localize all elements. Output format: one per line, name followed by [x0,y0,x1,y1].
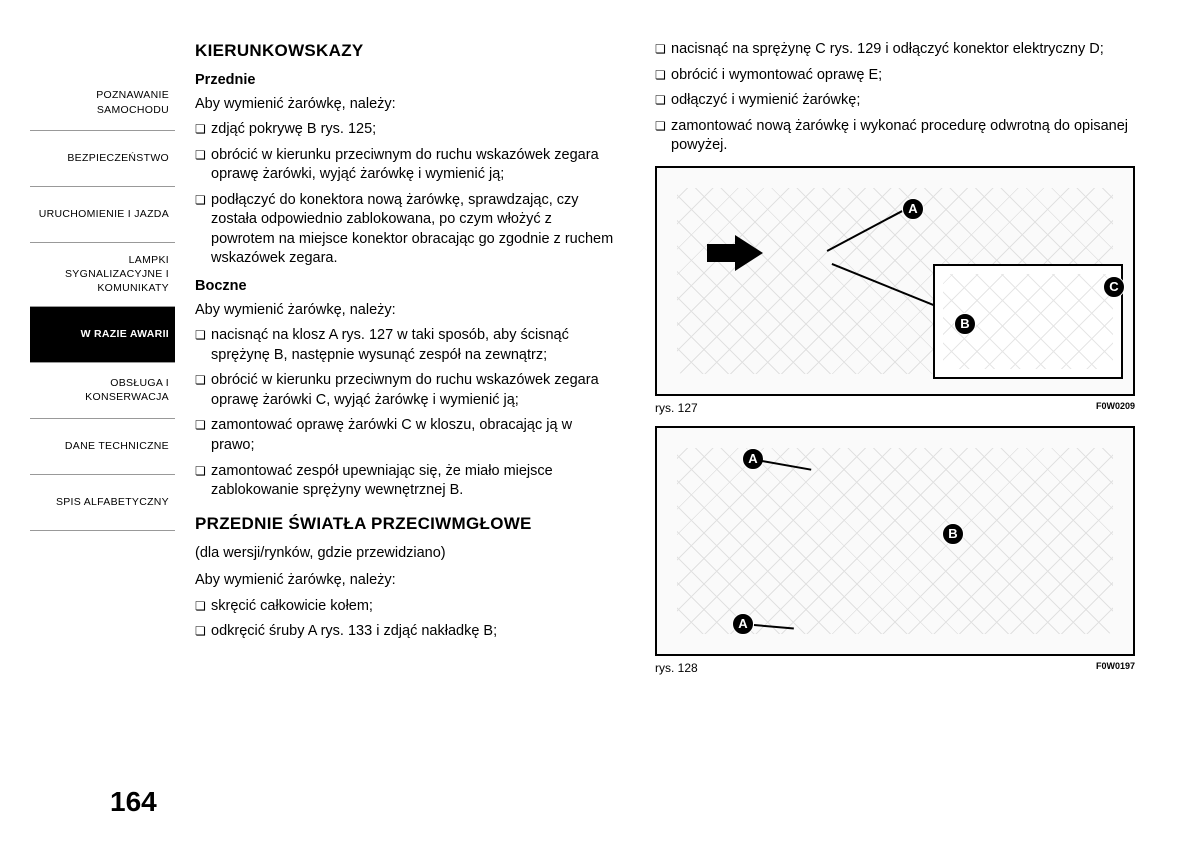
text-przeciwmglowe-sub: (dla wersji/rynków, gdzie przewidziano) [195,544,615,564]
arrow-icon [735,235,763,271]
figure-number: rys. 127 [655,400,698,416]
list-item: odłączyć i wymienić żarówkę; [655,91,1135,111]
figure-caption: rys. 128 F0W0197 [655,660,1135,676]
tab-dane-techniczne[interactable]: DANE TECHNICZNE [30,419,175,475]
figure-number: rys. 128 [655,660,698,676]
column-right: nacisnąć na sprężynę C rys. 129 i odłącz… [655,40,1135,828]
sidebar-nav: POZNAWANIE SAMOCHODU BEZPIECZEŃSTWO URUC… [30,40,175,828]
list-item: zamontować zespół upewniając się, że mia… [195,462,615,501]
diagram-illustration [677,448,1113,634]
figure-code: F0W0197 [1096,660,1135,676]
list-item: skręcić całkowicie kołem; [195,597,615,617]
column-left: KIERUNKOWSKAZY Przednie Aby wymienić żar… [195,40,615,828]
list-item: nacisnąć na klosz A rys. 127 w taki spos… [195,326,615,365]
text-przednie-intro: Aby wymienić żarówkę, należy: [195,95,615,115]
heading-przeciwmglowe: PRZEDNIE ŚWIATŁA PRZECIWMGŁOWE [195,513,615,536]
figure-code: F0W0209 [1096,400,1135,416]
tab-bezpieczenstwo[interactable]: BEZPIECZEŃSTWO [30,131,175,187]
figure-128: A B A [655,426,1135,656]
list-item: podłączyć do konektora nową żarówkę, spr… [195,191,615,269]
list-continuation: nacisnąć na sprężynę C rys. 129 i odłącz… [655,40,1135,156]
heading-kierunkowskazy: KIERUNKOWSKAZY [195,40,615,63]
figure-caption: rys. 127 F0W0209 [655,400,1135,416]
list-przeciwmglowe: skręcić całkowicie kołem; odkręcić śruby… [195,597,615,642]
text-przeciwmglowe-intro: Aby wymienić żarówkę, należy: [195,571,615,591]
tab-uruchomienie[interactable]: URUCHOMIENIE I JAZDA [30,187,175,243]
callout-a: A [732,613,754,635]
figure-127: A B C [655,166,1135,396]
list-item: obrócić w kierunku przeciwnym do ruchu w… [195,371,615,410]
tab-poznawanie[interactable]: POZNAWANIE SAMOCHODU [30,75,175,131]
list-item: zamontować oprawę żarówki C w kloszu, ob… [195,416,615,455]
list-item: obrócić w kierunku przeciwnym do ruchu w… [195,146,615,185]
text-boczne-intro: Aby wymienić żarówkę, należy: [195,301,615,321]
arrow-icon [707,244,737,262]
callout-b: B [954,313,976,335]
list-item: zamontować nową żarówkę i wykonać proced… [655,117,1135,156]
tab-spis[interactable]: SPIS ALFABETYCZNY [30,475,175,531]
tab-lampki[interactable]: LAMPKI SYGNALIZACYJNE I KOMUNIKATY [30,243,175,307]
list-item: nacisnąć na sprężynę C rys. 129 i odłącz… [655,40,1135,60]
page-number: 164 [110,786,157,818]
list-item: zdjąć pokrywę B rys. 125; [195,120,615,140]
callout-a: A [902,198,924,220]
heading-przednie: Przednie [195,71,615,91]
heading-boczne: Boczne [195,277,615,297]
list-przednie: zdjąć pokrywę B rys. 125; obrócić w kier… [195,120,615,269]
list-boczne: nacisnąć na klosz A rys. 127 w taki spos… [195,326,615,501]
list-item: odkręcić śruby A rys. 133 i zdjąć nakład… [195,622,615,642]
callout-b: B [942,523,964,545]
list-item: obrócić i wymontować oprawę E; [655,66,1135,86]
tab-obsluga[interactable]: OBSŁUGA I KONSERWACJA [30,363,175,419]
callout-a: A [742,448,764,470]
tab-w-razie-awarii[interactable]: W RAZIE AWARII [30,307,175,363]
callout-c: C [1103,276,1125,298]
page-content: KIERUNKOWSKAZY Przednie Aby wymienić żar… [195,40,1140,828]
